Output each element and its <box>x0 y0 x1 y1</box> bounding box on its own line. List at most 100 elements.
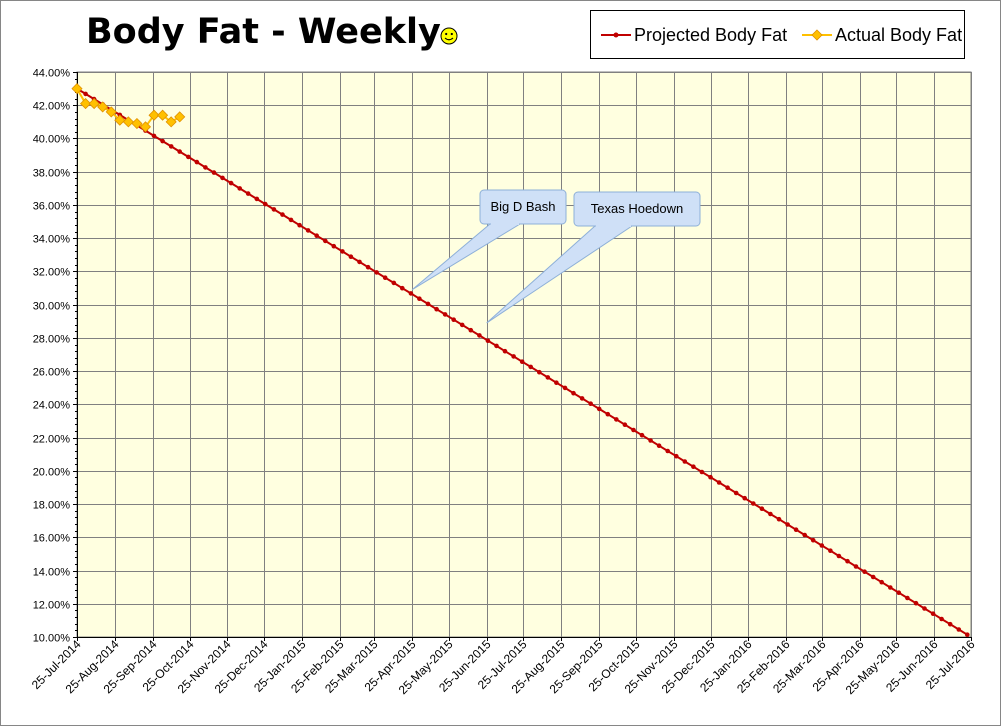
projected-point <box>468 327 474 333</box>
y-tick-label: 26.00% <box>33 367 71 379</box>
actual-point <box>122 116 134 128</box>
projected-point <box>519 359 525 365</box>
projected-point <box>348 254 354 259</box>
y-tick-label: 40.00% <box>33 134 71 146</box>
projected-point <box>502 348 508 354</box>
projected-point <box>888 585 893 590</box>
actual-point <box>174 111 186 123</box>
actual-point <box>88 98 100 110</box>
projected-point <box>177 149 182 154</box>
projected-point <box>862 569 867 574</box>
projected-point <box>331 243 337 249</box>
projected-point <box>742 495 747 501</box>
actual-point <box>157 109 169 121</box>
projected-point <box>571 390 576 396</box>
projected-point <box>708 474 713 480</box>
projected-point <box>280 212 285 217</box>
y-tick-label: 18.00% <box>33 500 71 512</box>
projected-point <box>288 217 294 223</box>
projected-point <box>759 506 765 512</box>
projected-point <box>879 579 884 585</box>
y-tick-label: 42.00% <box>33 101 71 113</box>
projected-point <box>905 595 910 601</box>
projected-point <box>160 138 165 144</box>
actual-series-points <box>71 83 186 133</box>
y-tick-label: 10.00% <box>33 633 71 645</box>
y-tick-label: 14.00% <box>33 567 71 579</box>
chart-title: Body Fat - Weekly <box>86 12 441 52</box>
projected-point <box>896 590 902 595</box>
actual-point <box>165 116 177 128</box>
projected-point <box>263 201 268 207</box>
projected-point <box>511 354 516 359</box>
projected-point <box>83 91 88 97</box>
actual-point <box>97 101 109 113</box>
projected-point <box>237 186 242 191</box>
projected-point <box>477 333 482 338</box>
projected-point <box>845 558 850 564</box>
projected-point <box>485 338 491 344</box>
projected-point <box>665 448 670 454</box>
projected-point <box>631 427 636 433</box>
projected-point <box>203 165 208 170</box>
y-tick-label: 22.00% <box>33 434 71 446</box>
projected-point <box>254 196 260 202</box>
projected-point <box>271 207 277 212</box>
projected-point <box>965 632 970 637</box>
projected-point <box>442 312 448 317</box>
projected-point <box>579 396 585 401</box>
projected-point <box>648 438 653 443</box>
y-tick-label: 24.00% <box>33 400 71 412</box>
projected-point <box>622 422 628 428</box>
callout-box <box>479 189 567 225</box>
projected-point <box>785 522 790 527</box>
projected-point <box>323 238 328 244</box>
actual-point <box>139 121 152 133</box>
projected-point <box>459 322 465 328</box>
projected-point <box>725 485 730 491</box>
callout-big-d-bash: Big D Bash <box>411 189 567 291</box>
projected-point <box>810 537 816 543</box>
legend-label-actual: Actual Body Fat <box>835 24 963 45</box>
projected-point <box>751 501 756 506</box>
projected-point <box>211 170 217 175</box>
projected-point <box>733 490 739 496</box>
projected-point <box>776 516 782 522</box>
projected-point <box>913 600 919 606</box>
projected-point <box>297 222 302 228</box>
callout-label: Texas Hoedown <box>591 201 684 216</box>
y-tick-label: 36.00% <box>33 201 71 213</box>
projected-point <box>168 144 174 149</box>
projected-point <box>802 532 807 538</box>
callout-joint <box>491 222 519 225</box>
projected-point <box>417 296 422 302</box>
projected-point <box>699 469 705 475</box>
y-tick-label: 20.00% <box>33 467 71 479</box>
actual-point <box>79 98 92 110</box>
projected-point <box>186 154 191 160</box>
actual-point <box>148 109 160 121</box>
projected-point <box>151 133 157 139</box>
legend: Projected Body Fat Actual Body Fat <box>590 10 965 59</box>
callout-label: Big D Bash <box>490 199 555 214</box>
projected-point <box>245 191 251 196</box>
projected-point <box>853 564 859 569</box>
projected-point <box>614 417 619 422</box>
projected-point <box>537 369 542 375</box>
projected-point <box>494 343 499 349</box>
projected-point <box>682 459 688 464</box>
projected-point <box>391 280 397 286</box>
y-tick-label: 38.00% <box>33 168 71 180</box>
projected-point <box>836 553 842 559</box>
legend-item-projected: Projected Body Fat <box>601 23 787 47</box>
callout-joint <box>596 224 631 227</box>
y-tick-label: 32.00% <box>33 267 71 279</box>
projected-point <box>357 259 362 265</box>
projected-point <box>939 616 944 622</box>
projected-point <box>716 480 722 485</box>
projected-point <box>870 574 876 580</box>
projected-point <box>922 606 927 611</box>
projected-point <box>374 270 379 275</box>
projected-point <box>947 621 953 627</box>
projected-point <box>656 443 662 449</box>
